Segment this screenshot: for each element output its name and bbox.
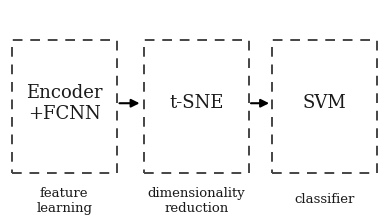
Text: Encoder
+FCNN: Encoder +FCNN [26,84,102,123]
Bar [144,40,249,173]
Bar [272,40,377,173]
Text: classifier: classifier [294,193,355,206]
Text: SVM: SVM [303,94,347,112]
Text: t-SNE: t-SNE [169,94,224,112]
Bar [12,40,117,173]
Text: feature
learning: feature learning [36,187,92,215]
Text: dimensionality
reduction: dimensionality reduction [147,187,245,215]
